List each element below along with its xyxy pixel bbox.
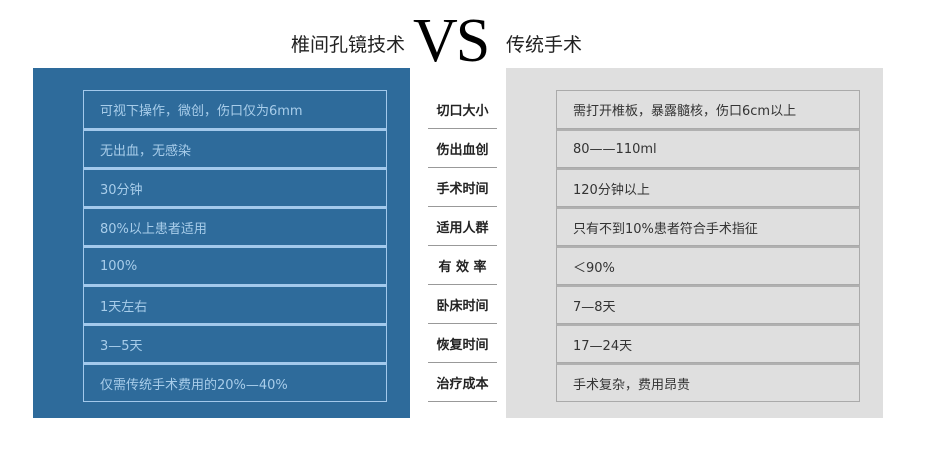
traditional-item: 80——110ml bbox=[556, 129, 860, 168]
comparison-label: 切口大小 bbox=[428, 90, 497, 129]
traditional-panel: 需打开椎板，暴露髓核，伤口6cm以上 80——110ml 120分钟以上 只有不到10… bbox=[506, 68, 883, 418]
foraminoscopy-item: 可视下操作，微创，伤口仅为6mm bbox=[83, 90, 387, 129]
right-title: 传统手术 bbox=[506, 34, 583, 56]
comparison-label: 恢复时间 bbox=[428, 324, 497, 363]
foraminoscopy-item: 30分钟 bbox=[83, 168, 387, 207]
foraminoscopy-item: 1天左右 bbox=[83, 285, 387, 324]
foraminoscopy-item: 仅需传统手术费用的20%—40% bbox=[83, 363, 387, 402]
foraminoscopy-item: 3—5天 bbox=[83, 324, 387, 363]
foraminoscopy-list: 可视下操作，微创，伤口仅为6mm 无出血，无感染 30分钟 80%以上患者适用 100%… bbox=[83, 90, 387, 402]
foraminoscopy-item: 无出血，无感染 bbox=[83, 129, 387, 168]
foraminoscopy-item: 80%以上患者适用 bbox=[83, 207, 387, 246]
traditional-list: 需打开椎板，暴露髓核，伤口6cm以上 80——110ml 120分钟以上 只有不到10… bbox=[556, 90, 860, 402]
foraminoscopy-item: 100% bbox=[83, 246, 387, 285]
traditional-item: 7—8天 bbox=[556, 285, 860, 324]
comparison-label: 卧床时间 bbox=[428, 285, 497, 324]
traditional-item: ＜90% bbox=[556, 246, 860, 285]
traditional-item: 手术复杂，费用昂贵 bbox=[556, 363, 860, 402]
traditional-item: 17—24天 bbox=[556, 324, 860, 363]
traditional-item: 120分钟以上 bbox=[556, 168, 860, 207]
comparison-label: 治疗成本 bbox=[428, 363, 497, 402]
foraminoscopy-panel: 可视下操作，微创，伤口仅为6mm 无出血，无感染 30分钟 80%以上患者适用 100%… bbox=[33, 68, 410, 418]
left-title: 椎间孔镜技术 bbox=[290, 34, 405, 56]
traditional-item: 需打开椎板，暴露髓核，伤口6cm以上 bbox=[556, 90, 860, 129]
comparison-label: 手术时间 bbox=[428, 168, 497, 207]
traditional-item: 只有不到10%患者符合手术指征 bbox=[556, 207, 860, 246]
comparison-label: 适用人群 bbox=[428, 207, 497, 246]
comparison-label: 有 效 率 bbox=[428, 246, 497, 285]
vs-label: VS bbox=[413, 7, 490, 75]
comparison-label: 伤出血创 bbox=[428, 129, 497, 168]
comparison-labels: 切口大小 伤出血创 手术时间 适用人群有 效 率卧床时间 恢复时间 治疗成本 bbox=[428, 90, 497, 402]
